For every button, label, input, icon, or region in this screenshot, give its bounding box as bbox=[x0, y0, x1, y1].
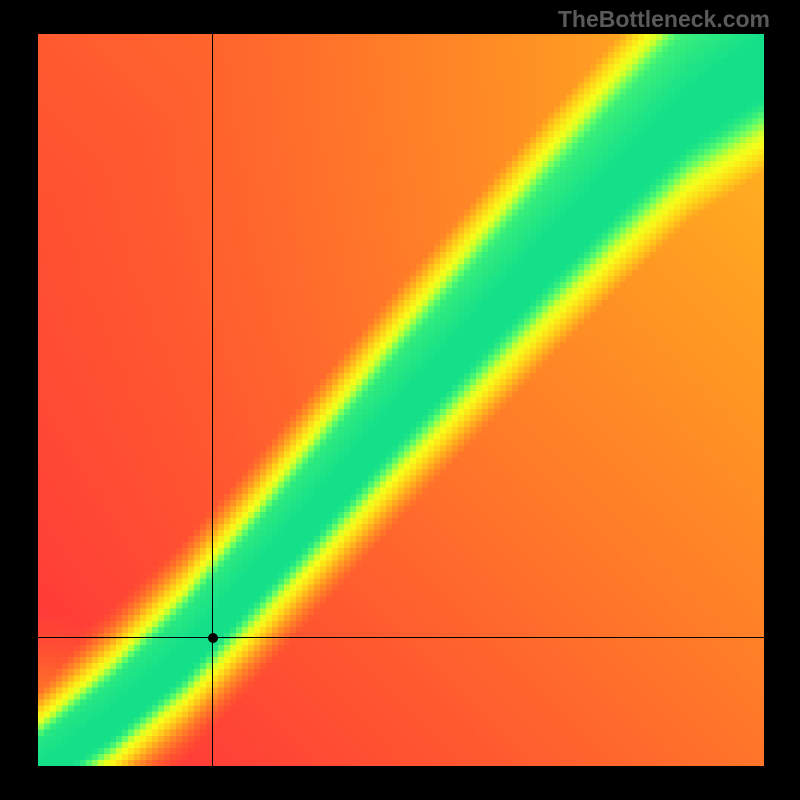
crosshair-vertical bbox=[212, 34, 213, 766]
bottleneck-heatmap bbox=[38, 34, 764, 766]
watermark-text: TheBottleneck.com bbox=[558, 6, 770, 33]
chart-container: TheBottleneck.com bbox=[0, 0, 800, 800]
crosshair-horizontal bbox=[38, 637, 764, 638]
crosshair-marker bbox=[208, 633, 218, 643]
